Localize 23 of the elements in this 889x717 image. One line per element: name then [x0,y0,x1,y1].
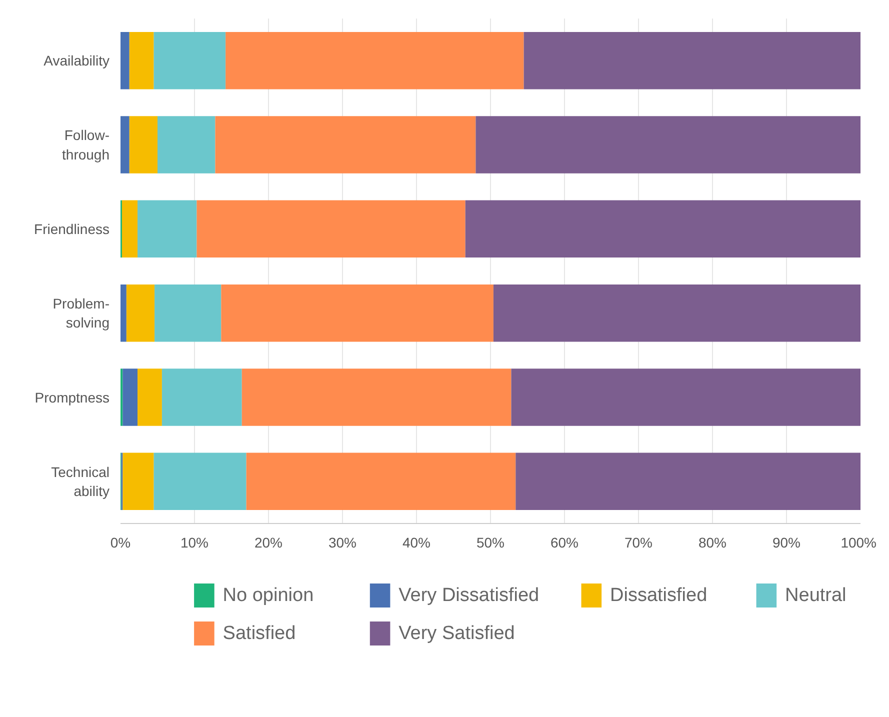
y-tick-label: Problem-solving [52,295,110,331]
x-tick-label: 10% [180,534,209,550]
x-tick-label: 30% [328,534,357,550]
x-tick-label: 100% [840,534,877,550]
x-tick-label: 0% [110,534,131,550]
legend-label: Satisfied [222,623,296,644]
y-tick-label: Follow-through [62,127,110,162]
x-tick-label: 50% [476,534,505,550]
y-tick-label: Friendliness [34,220,110,237]
x-tick-label: 20% [254,534,283,550]
y-tick-label: Technical ability [51,464,110,500]
x-tick-label: 80% [698,534,727,550]
x-tick-label: 60% [550,534,579,550]
legend-label: Dissatisfied [610,585,708,606]
legend-label: Very Satisfied [398,623,515,644]
x-tick-label: 90% [772,534,801,550]
x-tick-label: 40% [402,534,431,550]
y-tick-label: Availability [44,52,110,69]
legend-label: Neutral [785,585,846,606]
x-tick-label: 70% [624,534,653,550]
y-tick-label: Promptness [34,389,110,406]
legend-label: No opinion [222,585,314,606]
legend-label: Very Dissatisfied [398,585,540,606]
